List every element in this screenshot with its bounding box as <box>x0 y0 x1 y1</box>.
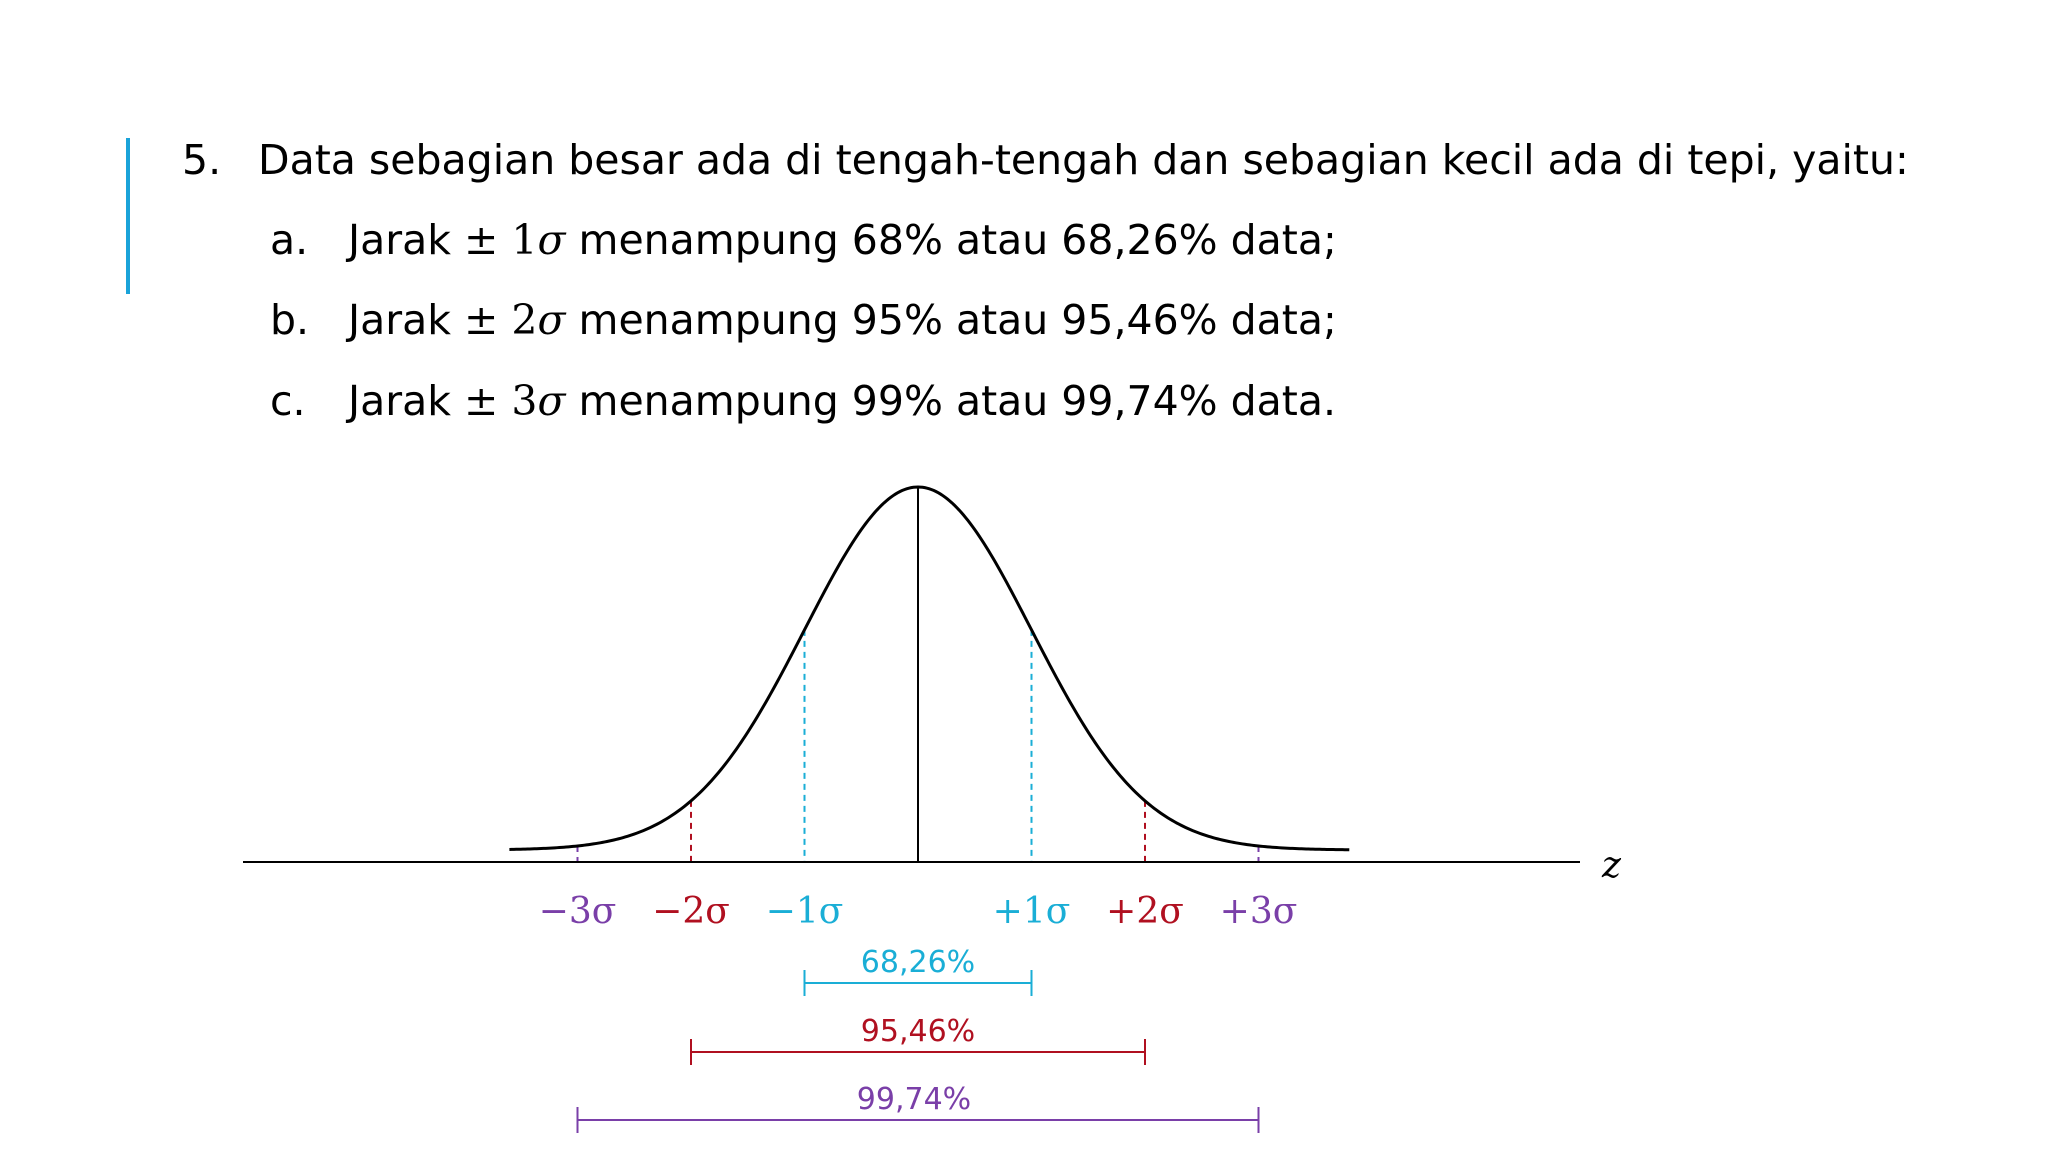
sigma-tick-label: −1σ <box>766 891 844 932</box>
list-marker: c. <box>270 377 306 425</box>
sigma-symbol: σ <box>537 216 566 264</box>
sigma-tick-label: −2σ <box>652 891 730 932</box>
z-axis-label: z <box>1601 845 1622 886</box>
plus-minus-symbol: ± <box>463 296 499 344</box>
heading-text: Data sebagian besar ada di tengah-tengah… <box>258 136 1909 184</box>
item-math: ± 1σ <box>464 216 566 264</box>
item-suffix: menampung 95% atau 95,46% data; <box>565 296 1337 344</box>
intervals-group: 68,26% 95,46% 99,74% <box>576 945 1260 1133</box>
heading-number: 5. <box>182 136 222 184</box>
sigma-symbol: σ <box>537 377 566 425</box>
interval-percent-label: 99,74% <box>857 1082 971 1117</box>
sigma-tick-label: +2σ <box>1106 891 1184 932</box>
list-marker: b. <box>270 296 310 344</box>
sigma-multiplier: 3 <box>511 377 538 425</box>
plus-minus-symbol: ± <box>463 377 499 425</box>
item-prefix: Jarak <box>348 216 464 264</box>
sigma-lines-group <box>576 629 1260 862</box>
sigma-multiplier: 2 <box>511 296 538 344</box>
interval-percent-label: 95,46% <box>861 1014 975 1049</box>
interval-bracket: 95,46% <box>690 1014 1146 1065</box>
sigma-tick-label: −3σ <box>539 891 617 932</box>
list-marker: a. <box>270 216 309 264</box>
bell-curve <box>509 485 1350 852</box>
item-suffix: menampung 68% atau 68,26% data; <box>565 216 1337 264</box>
sigma-tick-label: +3σ <box>1220 891 1298 932</box>
heading-point-5: 5. Data sebagian besar ada di tengah-teng… <box>182 136 1909 184</box>
item-suffix: menampung 99% atau 99,74% data. <box>565 377 1337 425</box>
interval-bracket: 68,26% <box>803 945 1033 996</box>
item-prefix: Jarak <box>348 377 464 425</box>
item-prefix: Jarak <box>348 296 464 344</box>
plus-minus-symbol: ± <box>463 216 499 264</box>
list-item-c: c. Jarak ± 3σ menampung 99% atau 99,74% d… <box>270 377 1336 425</box>
accent-bar <box>126 138 130 294</box>
sigma-multiplier: 1 <box>511 216 538 264</box>
interval-percent-label: 68,26% <box>861 945 975 980</box>
sigma-labels-group: −3σ −2σ −1σ +1σ +2σ +3σ <box>539 891 1298 932</box>
list-item-a: a. Jarak ± 1σ menampung 68% atau 68,26% d… <box>270 216 1337 264</box>
item-math: ± 3σ <box>464 377 566 425</box>
list-item-b: b. Jarak ± 2σ menampung 95% atau 95,46% d… <box>270 296 1337 344</box>
interval-bracket: 99,74% <box>576 1082 1260 1133</box>
item-math: ± 2σ <box>464 296 566 344</box>
sigma-symbol: σ <box>537 296 566 344</box>
sigma-tick-label: +1σ <box>993 891 1071 932</box>
